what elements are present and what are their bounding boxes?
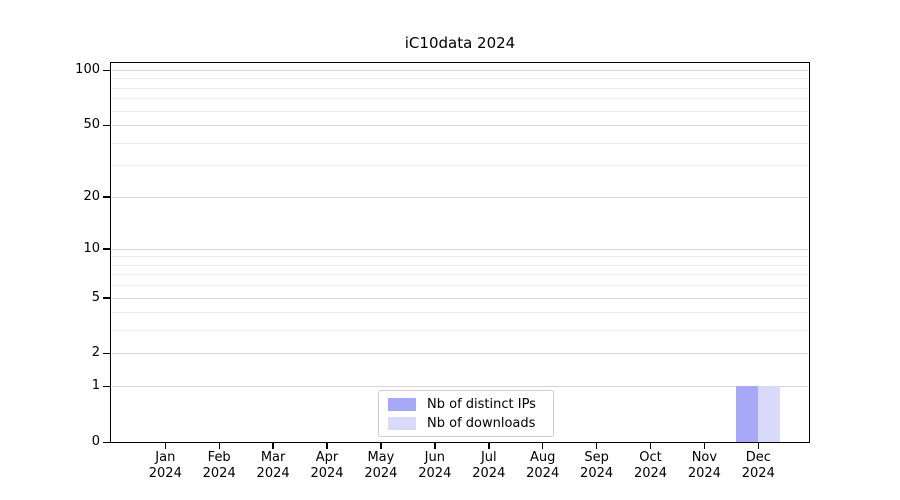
- gridline-major: [112, 297, 808, 299]
- x-tick-label: Aug 2024: [511, 450, 575, 482]
- x-tick-label-year: 2024: [202, 466, 236, 481]
- x-tick-label-year: 2024: [418, 466, 452, 481]
- y-tick-label: 1: [91, 378, 100, 394]
- x-tick-label-year: 2024: [364, 466, 398, 481]
- x-tick-label: Apr 2024: [295, 450, 359, 482]
- x-tick-label: Oct 2024: [619, 450, 683, 482]
- y-tick-label: 20: [83, 188, 100, 204]
- gridline-major: [112, 248, 808, 250]
- gridline-minor: [112, 330, 808, 332]
- y-tick: [103, 385, 110, 388]
- gridline-minor: [112, 274, 808, 276]
- x-tick-label-year: 2024: [580, 466, 614, 481]
- legend-label-downloads: Nb of downloads: [427, 415, 536, 431]
- x-tick: [272, 443, 274, 449]
- gridline-minor: [112, 285, 808, 287]
- y-tick-label: 5: [91, 289, 100, 305]
- x-tick-label: Feb 2024: [187, 450, 251, 482]
- x-tick-label-year: 2024: [256, 466, 290, 481]
- gridline-minor: [112, 256, 808, 258]
- x-tick: [434, 443, 436, 449]
- x-tick: [757, 443, 760, 449]
- x-tick-label: Nov 2024: [672, 450, 736, 482]
- legend-swatch-downloads: [388, 416, 416, 430]
- x-tick-label-year: 2024: [741, 466, 775, 481]
- gridline-major: [112, 196, 808, 198]
- y-tick-label: 50: [83, 117, 100, 133]
- x-tick-label-year: 2024: [526, 466, 560, 481]
- y-tick-label: 100: [75, 62, 100, 77]
- gridline-major: [112, 386, 808, 388]
- gridline-minor: [112, 78, 808, 80]
- x-tick-label: May 2024: [349, 450, 413, 482]
- gridline-major: [112, 125, 808, 127]
- gridline-minor: [112, 165, 808, 167]
- y-tick: [103, 124, 110, 127]
- y-tick: [103, 352, 110, 355]
- x-tick-label: Jul 2024: [457, 450, 521, 482]
- y-tick-label: 0: [91, 434, 100, 449]
- legend-entry-distinct-ips: Nb of distinct IPs: [388, 397, 553, 412]
- y-tick-label: 10: [83, 240, 100, 256]
- x-tick-label-year: 2024: [472, 466, 506, 481]
- chart-title: iC10data 2024: [404, 34, 516, 52]
- x-tick: [380, 443, 382, 449]
- x-tick-label-year: 2024: [148, 466, 182, 481]
- x-tick: [595, 443, 598, 449]
- gridline-major: [112, 70, 808, 71]
- gridline-minor: [112, 87, 808, 89]
- gridline-minor: [112, 312, 808, 314]
- x-tick-label: Sep 2024: [565, 450, 629, 482]
- x-tick-label-year: 2024: [687, 466, 721, 481]
- bar-downloads: [758, 386, 781, 442]
- gridline-minor: [112, 264, 808, 266]
- y-tick: [103, 441, 110, 443]
- bar-distinct-ips: [736, 386, 759, 442]
- x-tick-label-year: 2024: [310, 466, 344, 481]
- x-tick: [703, 443, 706, 449]
- gridline-major: [112, 353, 808, 355]
- x-tick: [164, 443, 167, 449]
- x-tick: [326, 443, 328, 449]
- gridline-minor: [112, 142, 808, 144]
- x-tick: [541, 443, 544, 449]
- x-tick: [218, 443, 220, 449]
- x-tick: [488, 443, 490, 449]
- x-tick-label: Mar 2024: [241, 450, 305, 482]
- y-tick: [103, 248, 110, 250]
- x-tick-label: Jan 2024: [133, 450, 197, 482]
- x-tick-label-year: 2024: [633, 466, 668, 481]
- legend-entry-downloads: Nb of downloads: [388, 416, 553, 431]
- x-tick-label: Jun 2024: [403, 450, 467, 482]
- x-tick: [649, 443, 652, 449]
- y-tick-label: 2: [91, 345, 100, 361]
- legend-label-distinct-ips: Nb of distinct IPs: [427, 396, 536, 412]
- gridline-minor: [112, 110, 808, 112]
- y-tick: [103, 69, 110, 71]
- x-tick-label: Dec 2024: [726, 450, 790, 482]
- legend: Nb of distinct IPs Nb of downloads: [378, 390, 554, 437]
- y-tick: [103, 196, 110, 198]
- y-tick: [103, 297, 110, 299]
- legend-swatch-distinct-ips: [388, 397, 416, 411]
- gridline-minor: [112, 98, 808, 100]
